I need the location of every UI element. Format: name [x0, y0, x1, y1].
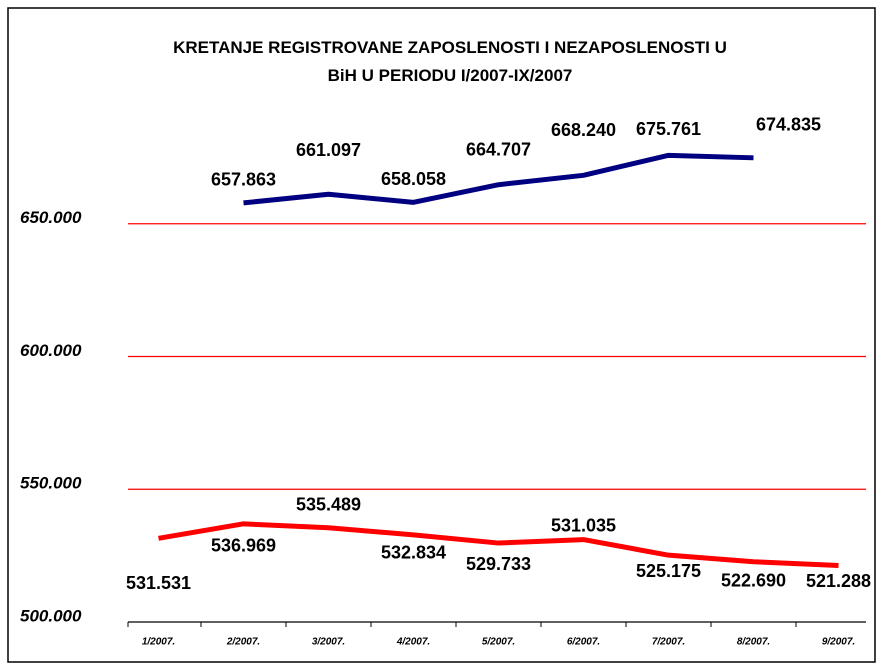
x-tick-label: 8/2007.: [737, 637, 770, 648]
data-label: 675.761: [636, 119, 701, 139]
line-series: [243, 152, 754, 206]
data-label: 664.707: [466, 139, 531, 159]
x-tick-label: 5/2007.: [482, 637, 515, 648]
x-tick-label: 7/2007.: [652, 637, 685, 648]
y-tick-label: 550.000: [20, 474, 82, 493]
data-label: 531.531: [126, 573, 191, 593]
data-label: 525.175: [636, 561, 701, 581]
data-label: 531.035: [551, 515, 616, 535]
data-label: 658.058: [381, 169, 446, 189]
data-label: 661.097: [296, 140, 361, 160]
x-tick-label: 6/2007.: [567, 637, 600, 648]
line-series: [158, 521, 839, 568]
data-label: 657.863: [211, 170, 276, 190]
y-tick-label: 650.000: [20, 208, 82, 227]
data-label: 535.489: [296, 495, 361, 515]
data-label: 536.969: [211, 536, 276, 556]
x-tick-label: 3/2007.: [312, 637, 345, 648]
x-tick-label: 9/2007.: [822, 637, 855, 648]
x-tick-label: 2/2007.: [226, 637, 260, 648]
chart-title: KRETANJE REGISTROVANE ZAPOSLENOSTI I NEZ…: [173, 38, 727, 85]
data-label: 529.733: [466, 554, 531, 574]
x-tick-label: 1/2007.: [142, 637, 175, 648]
data-label: 668.240: [551, 120, 616, 140]
data-label: 674.835: [756, 115, 821, 135]
y-tick-label: 500.000: [20, 606, 82, 625]
x-tick-label: 4/2007.: [396, 637, 430, 648]
data-label: 521.288: [806, 571, 871, 591]
data-label: 522.690: [721, 571, 786, 591]
data-label: 532.834: [381, 543, 446, 563]
chart-frame: [7, 7, 876, 663]
y-tick-label: 600.000: [20, 341, 82, 360]
